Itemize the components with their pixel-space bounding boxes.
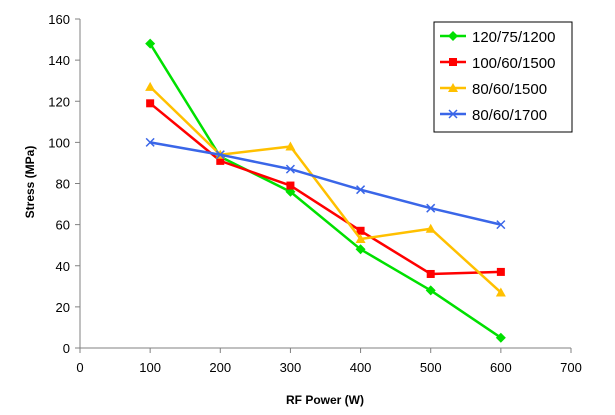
- series-line: [149, 85, 502, 294]
- legend-swatch-marker: [448, 31, 458, 41]
- data-point: [426, 269, 435, 278]
- data-point: [496, 220, 506, 230]
- data-point: [216, 156, 225, 165]
- x-tick-label: 400: [350, 360, 372, 375]
- legend-label: 80/60/1700: [472, 107, 547, 124]
- y-tick-label: 140: [48, 53, 70, 68]
- legend-item: 80/60/1700: [440, 107, 547, 124]
- legend-label: 100/60/1500: [472, 55, 555, 72]
- y-axis-title: Stress (MPa): [23, 146, 37, 219]
- legend-swatch-marker: [449, 58, 457, 66]
- x-tick-label: 100: [139, 360, 161, 375]
- series-line: [149, 102, 501, 276]
- series-80-60-1700: [145, 137, 506, 230]
- data-point: [495, 287, 506, 297]
- y-tick-label: 120: [48, 94, 70, 109]
- x-axis-title: RF Power (W): [286, 393, 364, 407]
- data-point: [356, 226, 365, 235]
- data-point: [355, 234, 366, 244]
- x-tick-label: 200: [209, 360, 231, 375]
- data-point: [426, 203, 436, 213]
- data-point: [425, 285, 436, 296]
- series-80-60-1500: [145, 81, 506, 297]
- y-tick-label: 60: [56, 218, 70, 233]
- data-point: [145, 137, 155, 147]
- series-100-60-1500: [146, 99, 505, 278]
- data-point: [286, 181, 295, 190]
- x-tick-label: 0: [76, 360, 83, 375]
- data-point: [146, 99, 155, 108]
- legend-item: 120/75/1200: [440, 29, 555, 46]
- x-tick-label: 300: [280, 360, 302, 375]
- data-point: [285, 141, 296, 151]
- legend: 120/75/1200 100/60/1500 80/60/1500 80/60/17…: [433, 21, 573, 133]
- data-point: [496, 267, 505, 276]
- x-tick-label: 700: [560, 360, 582, 375]
- legend-label: 80/60/1500: [472, 81, 547, 98]
- data-point: [285, 164, 295, 174]
- y-tick-label: 100: [48, 135, 70, 150]
- data-point: [355, 244, 366, 255]
- data-point: [145, 38, 156, 49]
- legend-item: 80/60/1500: [440, 81, 547, 98]
- data-point: [495, 332, 506, 343]
- legend-swatch-marker: [448, 83, 458, 92]
- legend-swatch-marker: [448, 109, 458, 119]
- y-tick-label: 160: [48, 12, 70, 27]
- series-line: [149, 141, 502, 226]
- legend-label: 120/75/1200: [472, 29, 555, 46]
- data-point: [215, 150, 225, 160]
- x-tick-label: 600: [490, 360, 512, 375]
- series-line: [149, 43, 502, 339]
- y-tick-label: 0: [63, 341, 70, 356]
- data-point: [425, 223, 436, 233]
- data-point: [145, 81, 156, 91]
- y-tick-label: 20: [56, 300, 70, 315]
- legend-item: 100/60/1500: [440, 55, 555, 72]
- y-tick-label: 80: [56, 177, 70, 192]
- x-tick-label: 500: [420, 360, 442, 375]
- data-point: [356, 185, 366, 195]
- y-tick-label: 40: [56, 259, 70, 274]
